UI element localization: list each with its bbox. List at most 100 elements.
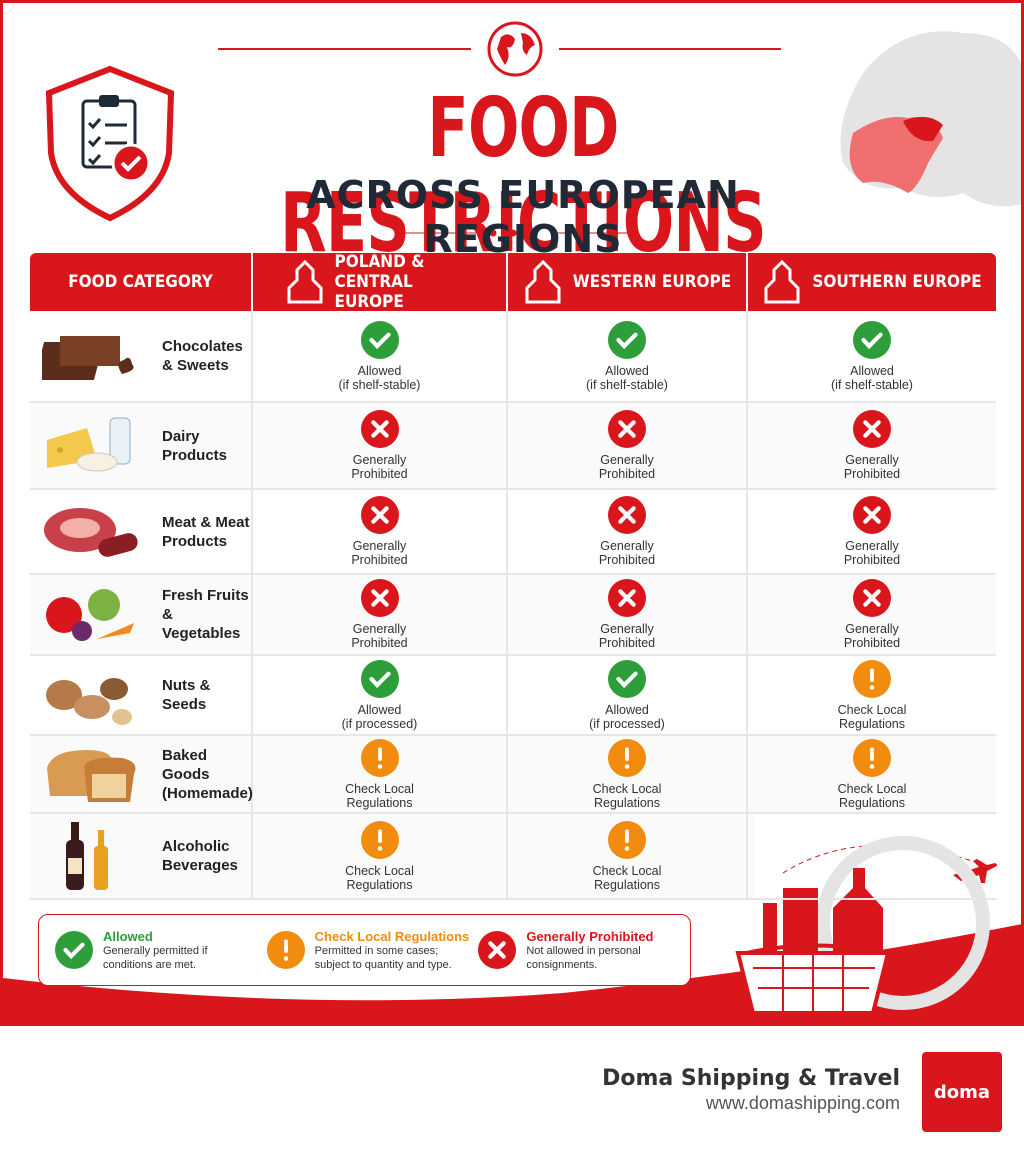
food-image (42, 410, 142, 482)
category-name: Chocolates & Sweets (162, 338, 243, 374)
food-image (42, 820, 142, 892)
category-name: Alcoholic Beverages (162, 838, 238, 874)
column-title: FOOD CATEGORY (68, 272, 213, 292)
status-text: (if processed) (341, 716, 418, 731)
legend-description: Generally permitted if conditions are me… (103, 944, 208, 971)
check-icon (266, 931, 305, 969)
prohibited-icon (360, 496, 399, 534)
legend-title: Check Local Regulations (314, 928, 470, 944)
status-text: (if shelf-stable) (831, 377, 913, 392)
status-cell: Allowed (if shelf-stable) (748, 311, 996, 401)
table-row: Fresh Fruits & Vegetables Generally Prohib… (30, 575, 996, 656)
allowed-icon (608, 320, 646, 359)
header-row: FOOD CATEGORY POLAND & CENTRAL EUROPE WEST… (30, 252, 996, 312)
status-cell: Check Local Regulations (508, 814, 748, 898)
status-cell: Generally Prohibited (253, 403, 508, 488)
legend-title: Generally Prohibited (526, 928, 654, 944)
column-title: SOUTHERN EUROPE (812, 272, 982, 292)
category-name: Dairy Products (162, 427, 228, 464)
status-cell: Generally Prohibited (508, 403, 748, 488)
food-image (42, 320, 142, 392)
status-text: Check Local (592, 863, 662, 878)
prohibited-icon (608, 410, 646, 448)
column-header: FOOD CATEGORY (30, 253, 253, 311)
check-icon (853, 738, 891, 777)
status-text: Prohibited (598, 553, 656, 567)
status-text: Prohibited (843, 467, 901, 481)
allowed-icon (853, 320, 891, 359)
region-icon (525, 260, 561, 304)
status-text: Allowed (850, 363, 894, 378)
status-text: Allowed (605, 702, 649, 717)
status-text: Generally (352, 539, 407, 553)
status-cell (748, 814, 996, 898)
column-title: WESTERN EUROPE (572, 272, 732, 292)
status-text: Generally (845, 453, 899, 467)
table-row: Dairy Products Generally Prohibited General… (30, 403, 996, 490)
subtitle: ACROSS EUROPEAN REGIONS (306, 173, 740, 261)
category-cell: Dairy Products (30, 403, 253, 488)
status-cell: Check Local Regulations (748, 736, 996, 812)
legend-text: Check Local Regulations Permitted in some… (315, 929, 470, 972)
legend-description: Not allowed in personal consignments. (526, 944, 641, 971)
check-icon (853, 659, 891, 698)
food-image (42, 579, 142, 651)
status-text: Generally (845, 622, 899, 636)
status-cell: Allowed (if processed) (508, 656, 748, 734)
restrictions-table: FOOD CATEGORY POLAND & CENTRAL EUROPE WEST… (30, 252, 996, 900)
table-row: Alcoholic Beverages Check Local Regulation… (30, 814, 996, 900)
legend-title: Allowed (103, 928, 153, 944)
status-text: Prohibited (351, 636, 408, 650)
category-name: Fresh Fruits & Vegetables (162, 587, 249, 642)
table-row: Nuts & Seeds Allowed (if processed) Allowed… (30, 656, 996, 736)
column-header: WESTERN EUROPE (508, 253, 748, 311)
prohibited-icon (360, 579, 399, 617)
category-cell: Meat & Meat Products (30, 490, 253, 573)
check-icon (360, 820, 399, 859)
table-row: Baked Goods (Homemade) Check Local Regulat… (30, 736, 996, 814)
food-image (42, 659, 142, 731)
status-cell: Generally Prohibited (508, 575, 748, 654)
prohibited-icon (478, 931, 517, 969)
legend-item: Check Local Regulations Permitted in some… (266, 929, 479, 972)
check-icon (608, 820, 646, 859)
category-name: Baked Goods (Homemade) (162, 746, 253, 802)
legend-item: Allowed Generally permitted if conditions… (55, 929, 267, 972)
category-cell: Baked Goods (Homemade) (30, 736, 253, 812)
category-cell: Nuts & Seeds (30, 656, 253, 734)
legend-item: Generally Prohibited Not allowed in perso… (478, 929, 690, 972)
status-cell: Check Local Regulations (253, 736, 508, 812)
status-text: Prohibited (843, 553, 901, 567)
legend-text: Generally Prohibited Not allowed in perso… (526, 929, 676, 972)
status-text: Allowed (357, 702, 402, 717)
food-image (42, 738, 142, 810)
status-text: Check Local (345, 781, 414, 796)
decor (3, 21, 1021, 1026)
status-text: Allowed (357, 363, 402, 378)
status-text: (if shelf-stable) (586, 377, 668, 392)
status-cell: Generally Prohibited (253, 490, 508, 573)
status-text: Check Local (592, 781, 662, 796)
category-name: Nuts & Seeds (162, 677, 211, 713)
check-icon (608, 738, 646, 777)
prohibited-icon (608, 579, 646, 617)
status-cell: Allowed (if processed) (253, 656, 508, 734)
status-text: Regulations (838, 716, 905, 731)
footer: Doma Shipping & Travel www.domashipping.… (602, 1066, 900, 1114)
legend: Allowed Generally permitted if conditions… (38, 914, 691, 986)
status-cell: Allowed (if shelf-stable) (508, 311, 748, 401)
category-cell: Alcoholic Beverages (30, 814, 253, 898)
column-title: POLAND & CENTRAL EUROPE (334, 252, 425, 312)
status-text: Regulations (593, 795, 660, 810)
status-cell: Allowed (if shelf-stable) (253, 311, 508, 401)
prohibited-icon (360, 410, 399, 448)
status-text: Prohibited (598, 467, 656, 481)
prohibited-icon (608, 496, 646, 534)
food-image (42, 496, 142, 568)
status-cell: Generally Prohibited (748, 575, 996, 654)
url: www.domashipping.com (705, 1093, 900, 1113)
allowed-icon (360, 659, 399, 698)
legend-description: Permitted in some cases; subject to quan… (314, 944, 452, 971)
status-text: Prohibited (843, 636, 901, 650)
